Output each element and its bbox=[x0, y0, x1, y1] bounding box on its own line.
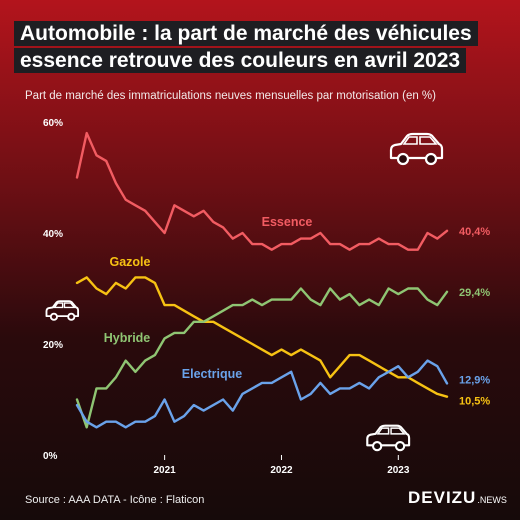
end-value-gazole: 10,5% bbox=[459, 396, 490, 408]
source-note: Source : AAA DATA - Icône : Flaticon bbox=[25, 494, 205, 506]
end-value-essence: 40,4% bbox=[459, 226, 490, 238]
series-line-essence bbox=[75, 131, 449, 251]
x-tick-label: 2023 bbox=[387, 465, 410, 476]
car-outline-icon-large bbox=[389, 132, 444, 166]
brand-logo: DEVIZU.NEWS bbox=[408, 488, 507, 507]
end-value-electrique: 12,9% bbox=[459, 374, 490, 386]
series-label-gazole: Gazole bbox=[110, 255, 151, 269]
series-line-gazole bbox=[75, 276, 449, 398]
x-tick-label: 2022 bbox=[270, 465, 293, 476]
x-tick-label: 2021 bbox=[154, 465, 177, 476]
series-label-electrique: Electrique bbox=[182, 367, 242, 381]
series-label-hybride: Hybride bbox=[104, 331, 151, 345]
series-label-essence: Essence bbox=[262, 215, 313, 229]
series-line-electrique bbox=[75, 359, 449, 429]
y-tick-label: 40% bbox=[43, 229, 63, 240]
car-outline-icon-small bbox=[45, 300, 80, 321]
series-line-hybride bbox=[75, 287, 449, 429]
y-tick-label: 20% bbox=[43, 340, 63, 351]
chart-subtitle: Part de marché des immatriculations neuv… bbox=[25, 90, 436, 102]
car-outline-icon-bottom bbox=[366, 424, 411, 452]
chart-title: Automobile : la part de marché des véhic… bbox=[14, 20, 504, 74]
y-tick-label: 60% bbox=[43, 118, 63, 129]
end-value-hybride: 29,4% bbox=[459, 287, 490, 299]
y-tick-label: 0% bbox=[43, 451, 58, 462]
